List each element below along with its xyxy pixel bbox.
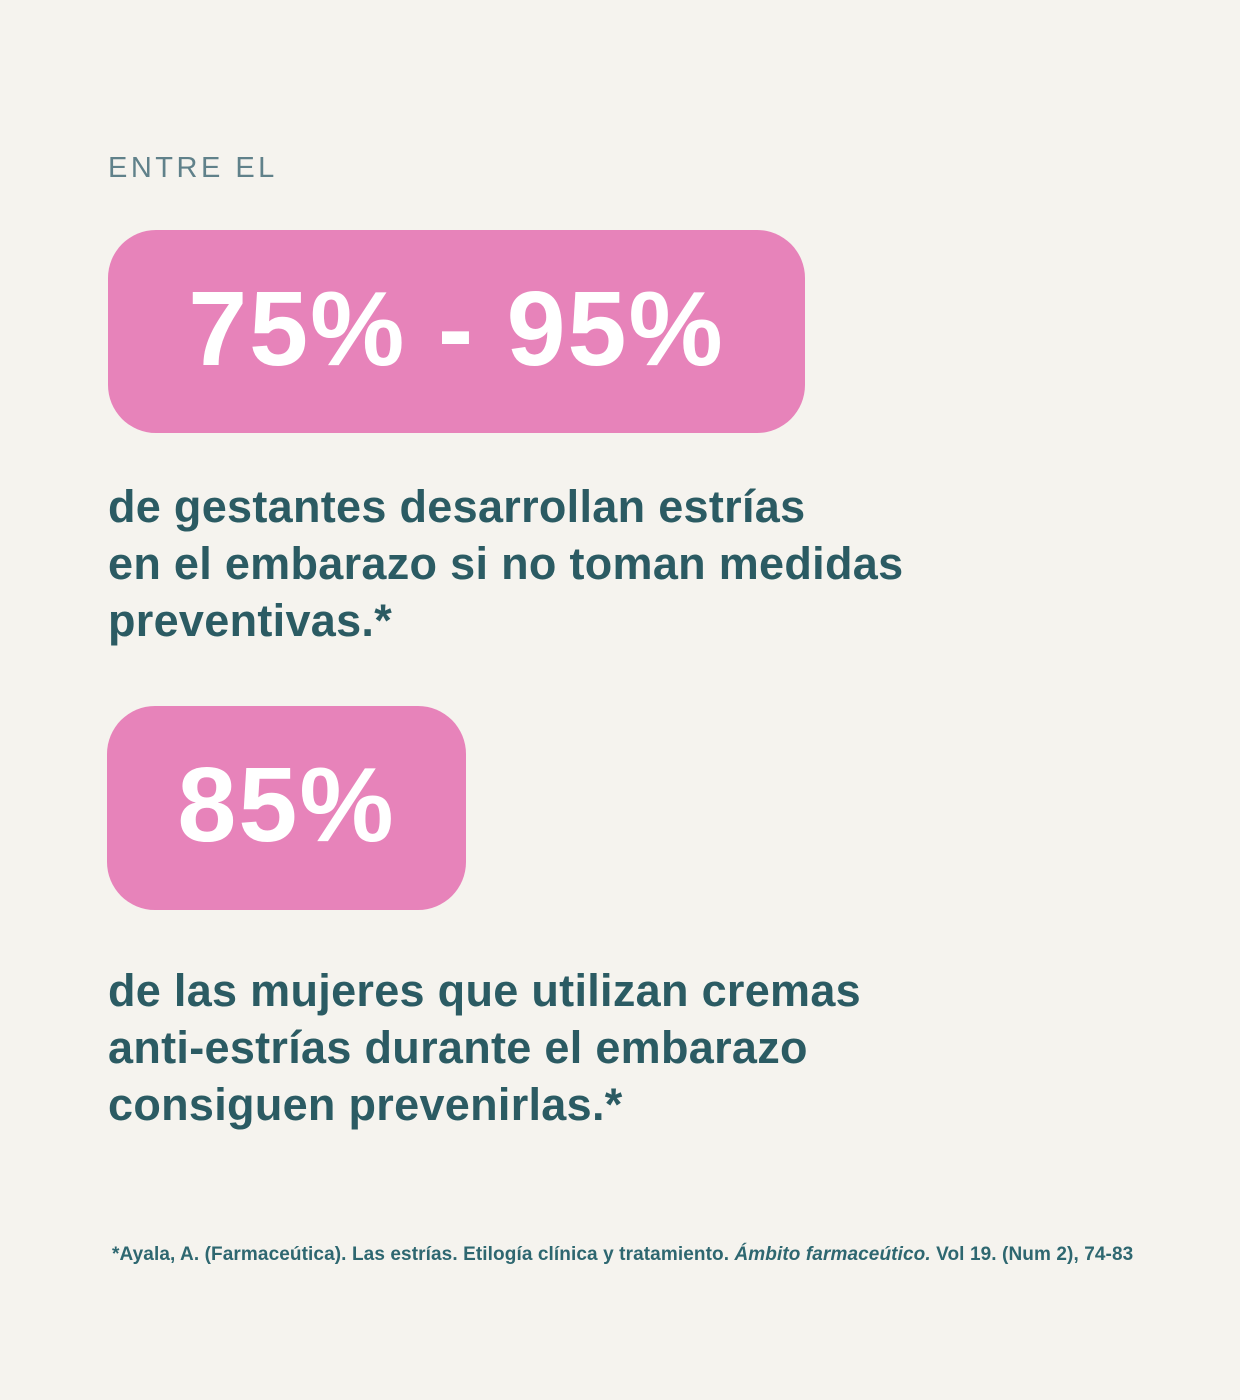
- kicker-label: ENTRE EL: [108, 152, 278, 184]
- stat-value-range: 75% - 95%: [188, 269, 725, 388]
- footnote-citation: *Ayala, A. (Farmaceútica). Las estrías. …: [112, 1242, 1172, 1268]
- footnote-journal-title: Ámbito farmaceútico.: [734, 1244, 931, 1265]
- stat-card-range: 75% - 95%: [108, 230, 805, 433]
- footnote-citation-suffix: Vol 19. (Num 2), 74-83: [930, 1244, 1134, 1265]
- stat-value-single: 85%: [177, 746, 396, 864]
- footnote-citation-prefix: *Ayala, A. (Farmaceútica). Las estrías. …: [112, 1244, 735, 1265]
- stat-card-single: 85%: [107, 706, 466, 910]
- stat-description-single: de las mujeres que utilizan cremas anti-…: [108, 965, 862, 1130]
- stat-description-range: de gestantes desarrollan estrías en el e…: [108, 481, 904, 646]
